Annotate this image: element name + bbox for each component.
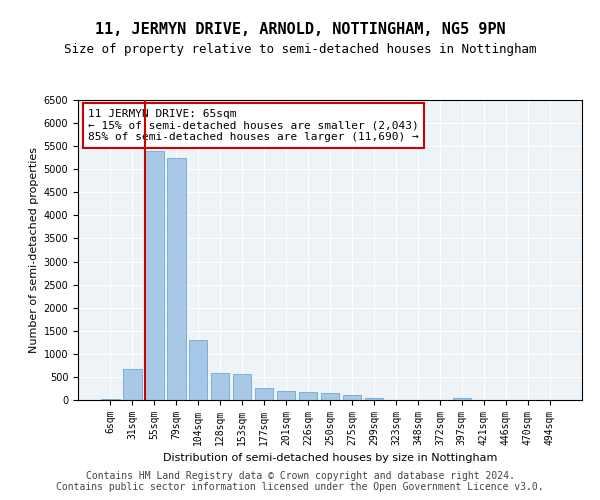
Text: Contains HM Land Registry data © Crown copyright and database right 2024.
Contai: Contains HM Land Registry data © Crown c… (56, 471, 544, 492)
Bar (343, 395, 361, 400)
Y-axis label: Number of semi-detached properties: Number of semi-detached properties (29, 147, 40, 353)
Bar (255, 388, 274, 400)
Bar (167, 158, 185, 400)
Bar (277, 391, 295, 400)
Bar (101, 398, 119, 400)
Bar (452, 398, 471, 400)
Bar (123, 368, 142, 400)
Bar (365, 398, 383, 400)
Bar (211, 373, 229, 400)
Bar (189, 340, 208, 400)
Text: Size of property relative to semi-detached houses in Nottingham: Size of property relative to semi-detach… (64, 42, 536, 56)
Bar (233, 374, 251, 400)
Text: 11 JERMYN DRIVE: 65sqm
← 15% of semi-detached houses are smaller (2,043)
85% of : 11 JERMYN DRIVE: 65sqm ← 15% of semi-det… (88, 109, 419, 142)
Bar (145, 151, 164, 400)
Bar (320, 392, 340, 400)
Text: 11, JERMYN DRIVE, ARNOLD, NOTTINGHAM, NG5 9PN: 11, JERMYN DRIVE, ARNOLD, NOTTINGHAM, NG… (95, 22, 505, 38)
Bar (299, 392, 317, 400)
X-axis label: Distribution of semi-detached houses by size in Nottingham: Distribution of semi-detached houses by … (163, 454, 497, 464)
